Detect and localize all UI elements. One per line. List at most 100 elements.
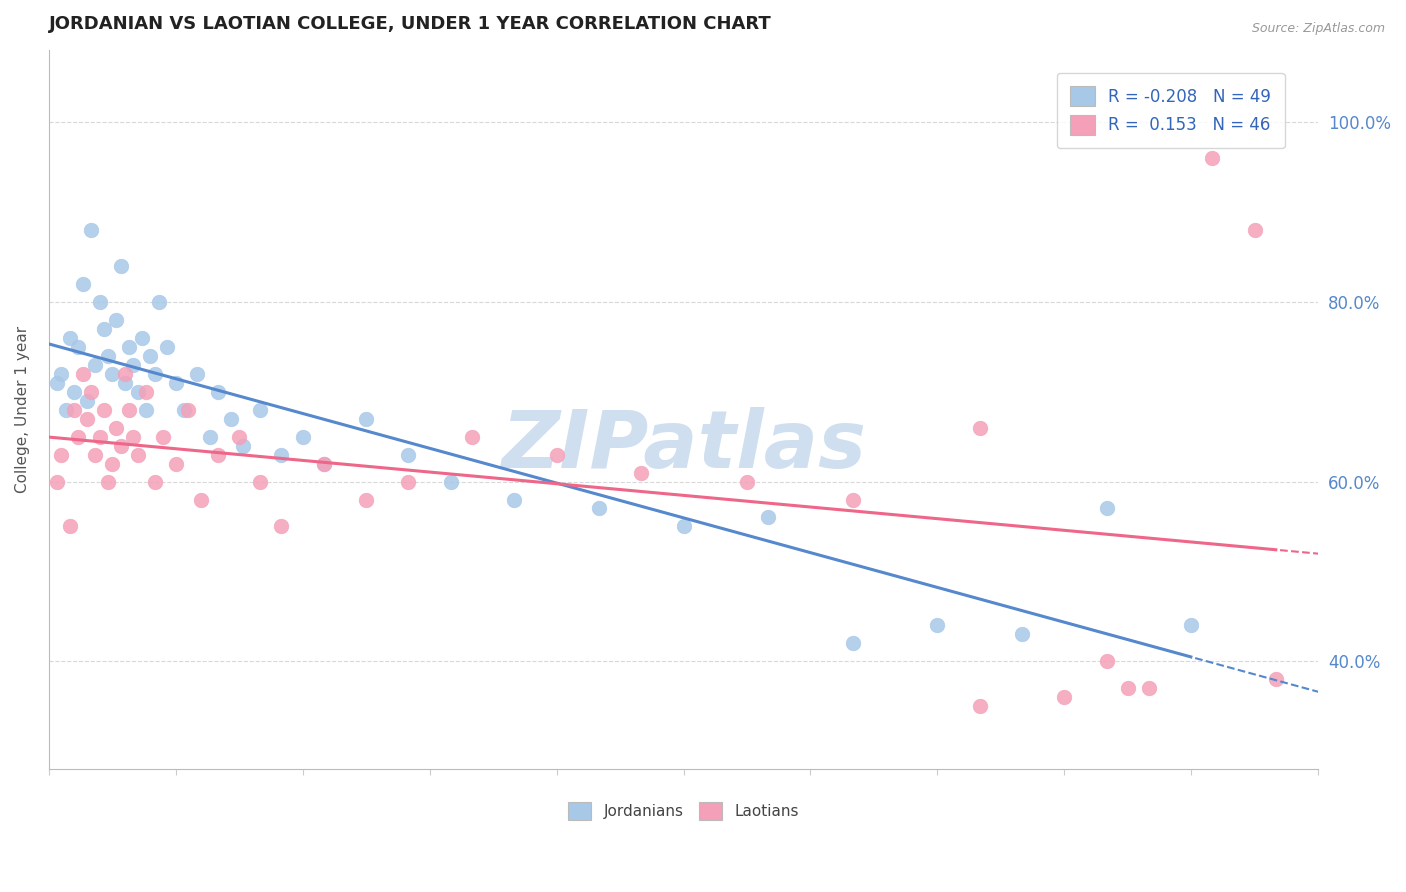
Point xyxy=(46,376,69,390)
Point xyxy=(76,411,98,425)
Point xyxy=(232,438,254,452)
Point xyxy=(84,448,107,462)
Point xyxy=(1011,627,1033,641)
Point xyxy=(1116,681,1139,696)
Point xyxy=(1180,618,1202,632)
Point xyxy=(97,349,120,363)
Point xyxy=(461,429,484,443)
Point xyxy=(672,519,695,533)
Point xyxy=(72,277,94,291)
Point xyxy=(118,340,141,354)
Point xyxy=(546,448,568,462)
Point xyxy=(51,448,73,462)
Point xyxy=(84,358,107,372)
Point xyxy=(1095,501,1118,516)
Point xyxy=(67,429,90,443)
Point xyxy=(630,466,652,480)
Point xyxy=(440,475,463,489)
Point xyxy=(1243,223,1265,237)
Point xyxy=(122,358,145,372)
Point xyxy=(105,312,128,326)
Point xyxy=(63,402,86,417)
Point xyxy=(735,475,758,489)
Point xyxy=(207,384,229,399)
Point xyxy=(114,376,136,390)
Point xyxy=(101,367,124,381)
Point xyxy=(398,475,420,489)
Point xyxy=(46,475,69,489)
Point xyxy=(110,259,132,273)
Point xyxy=(198,429,221,443)
Point xyxy=(1095,654,1118,668)
Point xyxy=(969,699,991,714)
Point xyxy=(97,475,120,489)
Text: JORDANIAN VS LAOTIAN COLLEGE, UNDER 1 YEAR CORRELATION CHART: JORDANIAN VS LAOTIAN COLLEGE, UNDER 1 YE… xyxy=(49,15,772,33)
Point xyxy=(131,330,153,344)
Point xyxy=(173,402,195,417)
Point xyxy=(105,420,128,434)
Point xyxy=(76,393,98,408)
Point xyxy=(588,501,610,516)
Point xyxy=(398,448,420,462)
Point xyxy=(135,402,157,417)
Point xyxy=(72,367,94,381)
Text: ZIPatlas: ZIPatlas xyxy=(501,407,866,484)
Point xyxy=(1265,673,1288,687)
Point xyxy=(67,340,90,354)
Point xyxy=(312,457,335,471)
Point xyxy=(969,420,991,434)
Point xyxy=(756,510,779,524)
Point xyxy=(143,475,166,489)
Point xyxy=(122,429,145,443)
Point xyxy=(1201,151,1223,165)
Point xyxy=(190,492,212,507)
Point xyxy=(143,367,166,381)
Point xyxy=(270,448,292,462)
Point xyxy=(51,367,73,381)
Point xyxy=(93,402,115,417)
Point xyxy=(55,402,77,417)
Point xyxy=(80,223,103,237)
Point xyxy=(127,448,149,462)
Point xyxy=(127,384,149,399)
Point xyxy=(110,438,132,452)
Point xyxy=(249,475,271,489)
Point xyxy=(186,367,208,381)
Point xyxy=(270,519,292,533)
Point xyxy=(59,519,82,533)
Point xyxy=(354,411,377,425)
Point xyxy=(291,429,314,443)
Point xyxy=(101,457,124,471)
Point xyxy=(1053,690,1076,705)
Text: Source: ZipAtlas.com: Source: ZipAtlas.com xyxy=(1251,22,1385,36)
Point xyxy=(80,384,103,399)
Point xyxy=(63,384,86,399)
Point xyxy=(249,402,271,417)
Point xyxy=(842,492,865,507)
Point xyxy=(93,321,115,335)
Point xyxy=(114,367,136,381)
Point xyxy=(177,402,200,417)
Point xyxy=(156,340,179,354)
Point xyxy=(312,457,335,471)
Point xyxy=(139,349,162,363)
Point xyxy=(228,429,250,443)
Point xyxy=(354,492,377,507)
Point xyxy=(165,457,187,471)
Legend: Jordanians, Laotians: Jordanians, Laotians xyxy=(562,796,804,826)
Point xyxy=(842,636,865,650)
Point xyxy=(1137,681,1160,696)
Point xyxy=(219,411,242,425)
Point xyxy=(89,429,111,443)
Point xyxy=(135,384,157,399)
Point xyxy=(927,618,949,632)
Point xyxy=(148,294,170,309)
Point xyxy=(503,492,526,507)
Point xyxy=(89,294,111,309)
Y-axis label: College, Under 1 year: College, Under 1 year xyxy=(15,326,30,493)
Point xyxy=(207,448,229,462)
Point xyxy=(165,376,187,390)
Point xyxy=(59,330,82,344)
Point xyxy=(118,402,141,417)
Point xyxy=(152,429,174,443)
